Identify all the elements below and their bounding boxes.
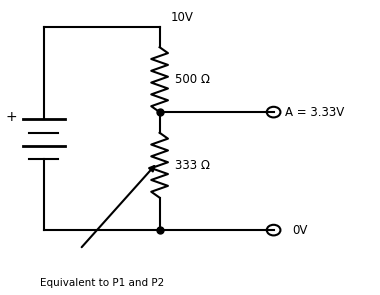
Text: Equivalent to P1 and P2: Equivalent to P1 and P2 — [41, 278, 165, 288]
Text: +: + — [6, 109, 17, 124]
Text: 333 Ω: 333 Ω — [175, 159, 210, 172]
Text: 10V: 10V — [171, 11, 194, 24]
Text: 500 Ω: 500 Ω — [175, 73, 210, 86]
Text: A = 3.33V: A = 3.33V — [285, 106, 344, 119]
Text: 0V: 0V — [293, 224, 308, 237]
